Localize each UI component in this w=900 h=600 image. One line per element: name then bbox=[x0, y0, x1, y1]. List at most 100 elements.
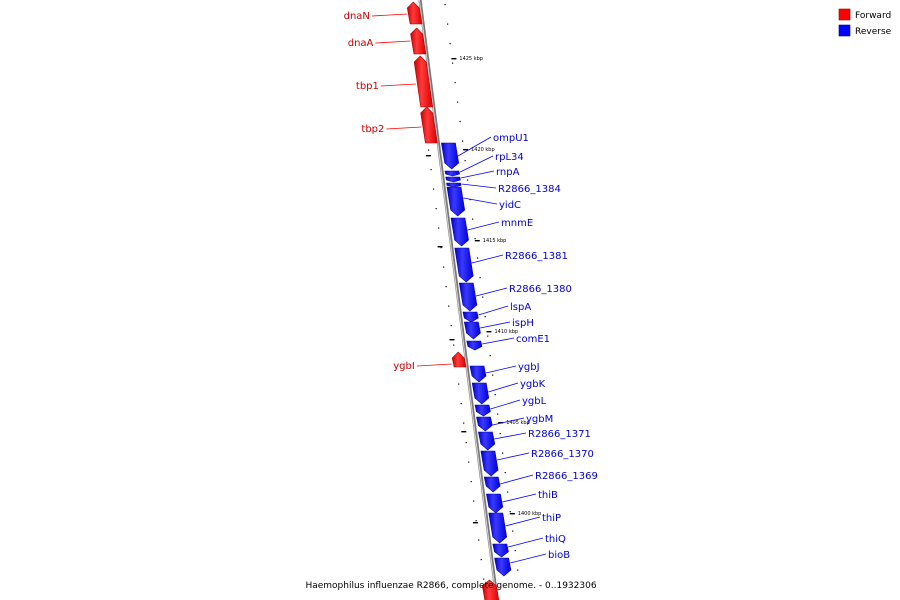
leader-line bbox=[478, 305, 509, 316]
leader-line bbox=[505, 516, 541, 527]
map-caption: Haemophilus influenzae R2866, complete g… bbox=[305, 581, 596, 591]
reverse-gene-r2866_1380 bbox=[458, 282, 478, 312]
reverse-gene-label: ygbM bbox=[526, 414, 553, 425]
leader-line bbox=[380, 83, 416, 87]
reverse-gene-r2866_1371 bbox=[478, 431, 496, 451]
major-tick bbox=[486, 331, 492, 333]
reverse-gene-thiq bbox=[492, 543, 509, 558]
minor-tick bbox=[428, 149, 430, 151]
reverse-gene-come1 bbox=[466, 340, 483, 351]
minor-tick bbox=[499, 433, 501, 435]
reverse-gene-label: R2866_1380 bbox=[509, 284, 572, 295]
legend-reverse-swatch bbox=[838, 24, 851, 37]
tick-label: 1425 kbp bbox=[459, 56, 483, 62]
legend-forward-label: Forward bbox=[855, 11, 891, 21]
minor-tick bbox=[484, 316, 486, 318]
reverse-gene-label: rpL34 bbox=[495, 152, 524, 163]
major-tick bbox=[451, 58, 457, 60]
reverse-gene-isph bbox=[463, 321, 481, 340]
major-tick bbox=[461, 431, 467, 433]
leader-line bbox=[482, 337, 515, 345]
reverse-gene-label: thiP bbox=[542, 513, 561, 524]
leader-line bbox=[460, 170, 495, 179]
leader-line bbox=[416, 363, 452, 367]
minor-tick bbox=[475, 520, 477, 522]
reverse-gene-label: R2866_1381 bbox=[505, 251, 568, 262]
leader-line bbox=[467, 221, 500, 231]
tick-label: 1400 kbp bbox=[518, 511, 542, 517]
minor-tick bbox=[452, 62, 454, 64]
minor-tick bbox=[438, 227, 440, 229]
leader-line bbox=[463, 197, 498, 205]
reverse-gene-biob bbox=[494, 557, 512, 577]
forward-gene-label: ygbI bbox=[393, 361, 415, 372]
leader-line bbox=[475, 287, 508, 297]
forward-gene-tbp2 bbox=[420, 106, 438, 144]
tick-label: 1420 kbp bbox=[471, 147, 495, 153]
reverse-gene-label: mnmE bbox=[501, 218, 533, 229]
minor-tick bbox=[443, 266, 445, 268]
major-tick bbox=[509, 513, 515, 515]
minor-tick bbox=[453, 344, 455, 346]
forward-gene-dnan bbox=[406, 1, 423, 25]
reverse-gene-label: R2866_1370 bbox=[531, 449, 594, 460]
major-tick bbox=[425, 155, 431, 157]
leader-line bbox=[471, 254, 504, 264]
leader-line bbox=[371, 13, 407, 17]
minor-tick bbox=[477, 257, 479, 259]
label-leaders bbox=[371, 13, 547, 564]
reverse-gene-ompu1 bbox=[441, 142, 460, 170]
leader-line bbox=[386, 126, 422, 130]
reverse-gene-label: rnpA bbox=[496, 167, 520, 178]
minor-tick bbox=[473, 500, 475, 502]
minor-tick bbox=[512, 530, 514, 532]
minor-tick bbox=[480, 559, 482, 561]
reverse-gene-label: yidC bbox=[499, 200, 521, 211]
reverse-gene-rnpa bbox=[445, 176, 461, 183]
minor-tick bbox=[450, 325, 452, 327]
reverse-gene-r2866_1369 bbox=[483, 476, 501, 493]
reverse-gene-yidc bbox=[446, 186, 466, 217]
leader-line bbox=[510, 553, 547, 564]
leader-line bbox=[488, 382, 519, 393]
reverse-gene-label: thiQ bbox=[545, 534, 566, 545]
minor-tick bbox=[430, 169, 432, 171]
minor-tick bbox=[433, 188, 435, 190]
reverse-gene-label: R2866_1369 bbox=[535, 471, 598, 482]
minor-tick bbox=[478, 539, 480, 541]
minor-tick bbox=[470, 481, 472, 483]
leader-line bbox=[457, 136, 492, 157]
reverse-gene-label: R2866_1384 bbox=[498, 184, 561, 195]
leader-line bbox=[494, 432, 527, 440]
major-tick bbox=[473, 522, 478, 524]
reverse-gene-ygbm bbox=[476, 416, 493, 432]
reverse-gene-label: ompU1 bbox=[493, 133, 529, 144]
forward-gene-ygbi bbox=[451, 351, 467, 368]
minor-tick bbox=[449, 43, 451, 45]
minor-tick bbox=[483, 578, 485, 580]
minor-tick bbox=[462, 140, 464, 142]
minor-tick bbox=[494, 394, 496, 396]
forward-gene-label: dnaN bbox=[344, 11, 370, 22]
minor-tick bbox=[457, 101, 459, 103]
major-tick bbox=[463, 149, 469, 151]
legend-forward-swatch bbox=[838, 8, 851, 21]
minor-tick bbox=[463, 422, 465, 424]
forward-gene-dnaa bbox=[410, 27, 427, 55]
leader-line bbox=[490, 399, 521, 410]
reverse-gene-mnme bbox=[450, 217, 469, 247]
leader-line bbox=[499, 474, 534, 485]
tick-label: 1415 kbp bbox=[483, 238, 507, 244]
reverse-gene-lspa bbox=[462, 311, 479, 323]
reverse-gene-label: ispH bbox=[512, 318, 534, 329]
major-tick bbox=[498, 422, 504, 424]
forward-gene-label: tbp1 bbox=[356, 81, 379, 92]
reverse-gene-thib bbox=[486, 493, 504, 514]
leader-line bbox=[496, 452, 530, 461]
genome-backbone-highlight bbox=[418, 0, 497, 600]
minor-tick bbox=[502, 452, 504, 454]
reverse-gene-r2866_1384 bbox=[446, 182, 462, 188]
minor-tick bbox=[492, 374, 494, 376]
reverse-gene-label: ygbK bbox=[520, 379, 546, 390]
